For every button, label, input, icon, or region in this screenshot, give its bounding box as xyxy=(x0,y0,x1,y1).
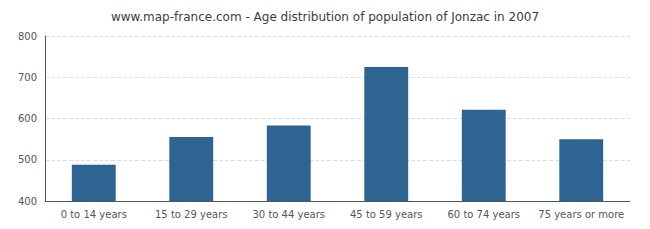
svg-text:800: 800 xyxy=(18,31,37,42)
svg-text:15 to 29 years: 15 to 29 years xyxy=(155,209,228,220)
svg-text:600: 600 xyxy=(18,113,37,124)
svg-text:www.map-france.com - Age distr: www.map-france.com - Age distribution of… xyxy=(111,10,539,24)
svg-text:400: 400 xyxy=(18,196,37,207)
svg-text:45 to 59 years: 45 to 59 years xyxy=(350,209,423,220)
svg-text:60 to 74 years: 60 to 74 years xyxy=(447,209,520,220)
svg-text:0 to 14 years: 0 to 14 years xyxy=(61,209,127,220)
svg-text:75 years or more: 75 years or more xyxy=(538,209,624,220)
svg-text:500: 500 xyxy=(18,154,37,165)
svg-text:700: 700 xyxy=(18,72,37,83)
svg-text:30 to 44 years: 30 to 44 years xyxy=(252,209,325,220)
